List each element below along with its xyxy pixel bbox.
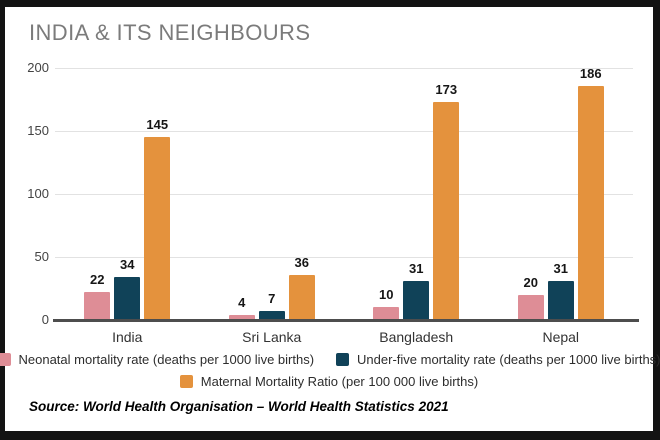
bar-value-label: 10 — [379, 287, 394, 302]
y-axis-tick-label: 100 — [27, 186, 49, 201]
bar-value-label: 186 — [579, 66, 602, 81]
bar: 31 — [547, 261, 574, 320]
bar: 145 — [144, 117, 171, 320]
chart-panel: INDIA & ITS NEIGHBOURS 0 50 100 150 200 22 34 1… — [0, 7, 660, 431]
y-axis-tick-label: 50 — [34, 249, 49, 264]
gridline — [55, 131, 633, 132]
x-axis-category-label: Nepal — [542, 329, 580, 345]
bar-value-label: 34 — [120, 257, 135, 272]
bar-group: 22 34 145 — [84, 117, 171, 320]
legend-row-2: Maternal Mortality Ratio (per 100 000 li… — [5, 374, 653, 389]
bar-value-label: 22 — [90, 272, 105, 287]
plot-area: 0 50 100 150 200 22 34 145 4 7 36 10 31 173 20 31 186 — [27, 61, 639, 327]
bar-group: 10 31 173 — [373, 82, 460, 320]
x-axis-category-label: Bangladesh — [379, 329, 454, 345]
y-axis-tick-label: 150 — [27, 123, 49, 138]
bar-value-label: 20 — [523, 275, 538, 290]
bar: 31 — [403, 261, 430, 320]
source-note: Source: World Health Organisation – Worl… — [29, 399, 449, 414]
legend-item: Under-five mortality rate (deaths per 10… — [336, 352, 660, 367]
legend-item: Neonatal mortality rate (deaths per 1000… — [0, 352, 314, 367]
legend-label: Neonatal mortality rate (deaths per 1000… — [18, 352, 315, 367]
legend-swatch-icon — [0, 353, 11, 366]
bar: 10 — [373, 287, 400, 320]
bar: 4 — [228, 295, 255, 320]
bar-group: 20 31 186 — [517, 66, 604, 320]
legend-swatch-icon — [336, 353, 350, 366]
gridline — [55, 68, 633, 69]
x-axis-baseline — [53, 319, 639, 322]
bar-value-label: 4 — [238, 295, 246, 310]
bar-value-label: 31 — [553, 261, 568, 276]
y-axis-tick-label: 0 — [41, 312, 49, 327]
gridline — [55, 257, 633, 258]
legend-item: Maternal Mortality Ratio (per 100 000 li… — [179, 374, 479, 389]
bar: 173 — [433, 82, 460, 320]
bar: 7 — [258, 291, 285, 320]
gridline — [55, 194, 633, 195]
bar: 186 — [577, 66, 604, 320]
bar-group: 4 7 36 — [228, 255, 315, 320]
x-axis-category-label: India — [112, 329, 143, 345]
bar: 34 — [114, 257, 141, 320]
bar: 20 — [517, 275, 544, 320]
legend-label: Under-five mortality rate (deaths per 10… — [357, 352, 660, 367]
x-axis-category-label: Sri Lanka — [242, 329, 302, 345]
bar: 36 — [288, 255, 315, 320]
bar-value-label: 36 — [294, 255, 309, 270]
bar-value-label: 31 — [409, 261, 424, 276]
bar-value-label: 145 — [146, 117, 169, 132]
y-axis-tick-label: 200 — [27, 60, 49, 75]
bar-value-label: 7 — [268, 291, 276, 306]
chart-title: INDIA & ITS NEIGHBOURS — [29, 20, 311, 45]
bar: 22 — [84, 272, 111, 320]
legend-label: Maternal Mortality Ratio (per 100 000 li… — [200, 374, 479, 389]
legend-swatch-icon — [179, 375, 193, 388]
legend-row-1: Neonatal mortality rate (deaths per 1000… — [0, 352, 660, 367]
bar-value-label: 173 — [435, 82, 458, 97]
